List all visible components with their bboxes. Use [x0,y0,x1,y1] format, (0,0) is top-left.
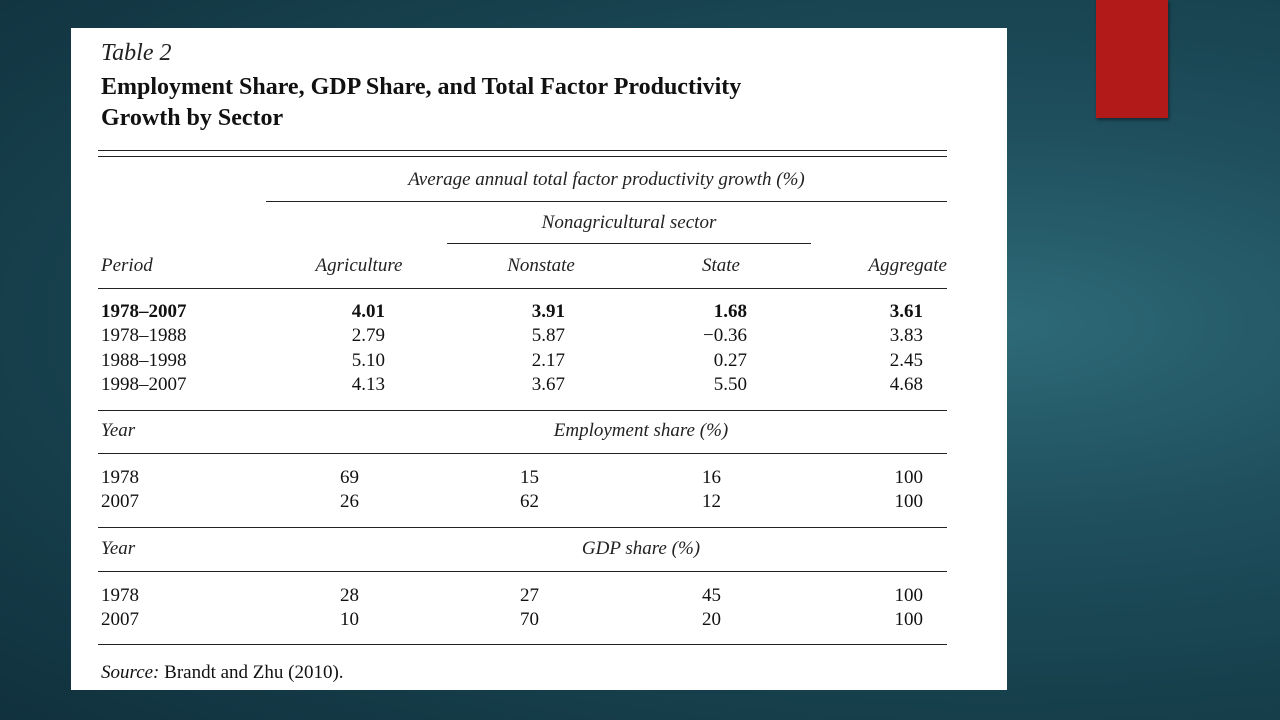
state-cell: 5.50 [713,374,747,395]
period-cell: 1978–2007 [101,301,187,322]
year-cell: 1978 [101,585,139,606]
aggregate-cell: 3.83 [889,325,923,346]
agriculture-cell: 26 [340,491,359,512]
aggregate-cell: 100 [894,467,924,488]
state-cell: 12 [702,491,721,512]
section-rule [98,410,947,411]
top-rule-1 [98,150,947,151]
aggregate-cell: 4.68 [889,374,923,395]
aggregate-cell: 2.45 [889,350,923,371]
table-title-line-1: Employment Share, GDP Share, and Total F… [101,74,742,100]
nonstate-cell: 15 [520,467,539,488]
header-state: State [702,255,740,276]
employment-header-rule [98,453,947,454]
year-cell: 2007 [101,609,139,630]
spanner-heading: Average annual total factor productivity… [408,169,805,190]
header-nonstate: Nonstate [507,255,575,276]
gdp-header-rule [98,571,947,572]
nonstate-cell: 62 [520,491,539,512]
agriculture-cell: 28 [340,585,359,606]
year-cell: 2007 [101,491,139,512]
agriculture-cell: 2.79 [351,325,385,346]
period-cell: 1978–1988 [101,325,187,346]
gdp-share-heading: GDP share (%) [581,538,701,559]
nonstate-cell: 2.17 [531,350,565,371]
state-cell: −0.36 [703,325,747,346]
state-cell: 20 [702,609,721,630]
nonstate-cell: 5.87 [531,325,565,346]
table-title-line-2: Growth by Sector [101,105,284,131]
top-rule-2 [98,156,947,157]
state-cell: 16 [702,467,721,488]
aggregate-cell: 3.61 [889,301,923,322]
header-aggregate: Aggregate [868,255,947,276]
agriculture-cell: 10 [340,609,359,630]
employment-share-heading: Employment share (%) [553,420,729,441]
aggregate-cell: 100 [894,585,924,606]
period-cell: 1998–2007 [101,374,187,395]
agriculture-cell: 69 [340,467,359,488]
source-note: Source: Brandt and Zhu (2010). [101,662,344,684]
source-label: Source: [101,662,160,683]
nonstate-cell: 3.67 [531,374,565,395]
nonstate-cell: 3.91 [531,301,565,322]
header-period: Period [101,255,153,276]
state-cell: 0.27 [713,350,747,371]
table-number: Table 2 [101,40,172,66]
state-cell: 45 [702,585,721,606]
nonstate-cell: 70 [520,609,539,630]
spanner-rule [266,201,947,202]
state-cell: 1.68 [713,301,747,322]
section-rule [98,527,947,528]
agriculture-cell: 4.01 [351,301,385,322]
table-title: Employment Share, GDP Share, and Total F… [101,72,741,134]
table-image: Table 2 Employment Share, GDP Share, and… [71,28,1007,690]
bottom-rule [98,644,947,645]
aggregate-cell: 100 [894,491,924,512]
nonstate-cell: 27 [520,585,539,606]
header-agriculture: Agriculture [315,255,403,276]
employment-year-label: Year [101,420,136,441]
gdp-year-label: Year [101,538,136,559]
source-text: Brandt and Zhu (2010). [159,662,344,683]
header-rule [98,288,947,289]
accent-bar [1096,0,1168,118]
aggregate-cell: 100 [894,609,924,630]
subspanner-rule [447,243,811,244]
agriculture-cell: 4.13 [351,374,385,395]
subspanner-heading: Nonagricultural sector [541,212,717,233]
year-cell: 1978 [101,467,139,488]
period-cell: 1988–1998 [101,350,187,371]
agriculture-cell: 5.10 [351,350,385,371]
